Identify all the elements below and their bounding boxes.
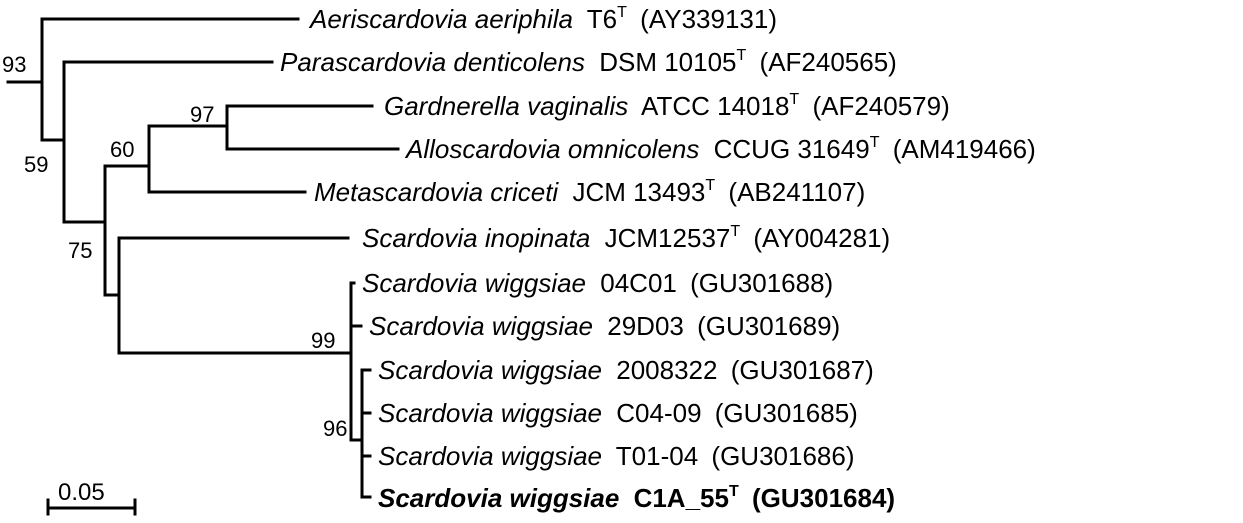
type-strain-mark: T <box>870 134 880 151</box>
taxon-label-sw-c1a55: Scardovia wiggsiae C1A_55T (GU301684) <box>378 472 895 513</box>
taxon-label-sw-t01-04: Scardovia wiggsiae T01-04 (GU301686) <box>378 441 854 471</box>
taxon-species: Scardovia wiggsiae <box>378 355 602 385</box>
taxon-label-gardnerella: Gardnerella vaginalis ATCC 14018T (AF240… <box>384 80 950 121</box>
taxon-label-scardovia-inopinata: Scardovia inopinata JCM12537T (AY004281) <box>362 212 890 253</box>
taxon-species: Scardovia inopinata <box>362 223 590 253</box>
bootstrap-60: 60 <box>110 137 134 162</box>
taxon-accession: (AM419466) <box>893 134 1036 164</box>
taxon-strain: CCUG 31649 <box>714 134 870 164</box>
taxon-species: Aeriscardovia aeriphila <box>308 4 573 34</box>
bootstrap-75: 75 <box>68 238 92 263</box>
taxon-strain: C04-09 <box>616 398 701 428</box>
taxon-species: Alloscardovia omnicolens <box>404 134 699 164</box>
type-strain-mark: T <box>617 4 627 21</box>
taxon-accession: (AB241107) <box>728 177 865 207</box>
taxon-accession: (GU301684) <box>752 483 895 513</box>
bootstrap-97: 97 <box>190 102 214 127</box>
tree-branches <box>6 17 400 499</box>
taxon-label-sw-c04-09: Scardovia wiggsiae C04-09 (GU301685) <box>378 398 858 428</box>
type-strain-mark: T <box>729 483 739 500</box>
taxon-label-parascardovia: Parascardovia denticolens DSM 10105T (AF… <box>280 36 897 77</box>
taxon-strain: DSM 10105 <box>599 47 736 77</box>
taxon-species: Parascardovia denticolens <box>280 47 585 77</box>
bootstrap-59: 59 <box>24 152 48 177</box>
taxon-species: Scardovia wiggsiae <box>378 483 619 513</box>
taxon-strain: T6 <box>587 4 617 34</box>
taxon-strain: ATCC 14018 <box>641 91 789 121</box>
taxon-species: Scardovia wiggsiae <box>362 268 586 298</box>
taxon-strain: C1A_55 <box>634 483 729 513</box>
taxon-strain: 2008322 <box>616 355 717 385</box>
taxon-accession: (AF240579) <box>812 91 949 121</box>
taxon-accession: (GU301686) <box>711 441 854 471</box>
taxon-strain: 29D03 <box>607 311 684 341</box>
taxon-label-sw-04c01: Scardovia wiggsiae 04C01 (GU301688) <box>362 268 833 298</box>
type-strain-mark: T <box>730 223 740 240</box>
taxon-strain: JCM 13493 <box>572 177 705 207</box>
taxon-species: Scardovia wiggsiae <box>378 398 602 428</box>
taxon-species: Scardovia wiggsiae <box>369 311 593 341</box>
taxon-accession: (GU301685) <box>715 398 858 428</box>
bootstrap-93: 93 <box>2 52 26 77</box>
taxon-accession: (GU301687) <box>731 355 874 385</box>
taxon-accession: (AF240565) <box>760 47 897 77</box>
taxon-accession: (GU301688) <box>690 268 833 298</box>
taxon-species: Scardovia wiggsiae <box>378 441 602 471</box>
bootstrap-96: 96 <box>323 416 347 441</box>
taxon-strain: 04C01 <box>600 268 677 298</box>
taxon-label-sw-29d03: Scardovia wiggsiae 29D03 (GU301689) <box>369 311 840 341</box>
scale-bar-label: 0.05 <box>58 479 105 506</box>
taxon-label-metascardovia: Metascardovia criceti JCM 13493T (AB2411… <box>314 166 865 207</box>
taxon-label-alloscardovia: Alloscardovia omnicolens CCUG 31649T (AM… <box>404 123 1036 164</box>
taxon-label-sw-2008322: Scardovia wiggsiae 2008322 (GU301687) <box>378 355 874 385</box>
taxon-labels: Aeriscardovia aeriphila T6T (AY339131) P… <box>280 0 1036 513</box>
type-strain-mark: T <box>737 47 747 64</box>
taxon-strain: JCM12537 <box>605 223 731 253</box>
taxon-accession: (AY004281) <box>753 223 890 253</box>
bootstrap-99: 99 <box>311 328 335 353</box>
taxon-accession: (AY339131) <box>640 4 777 34</box>
taxon-species: Gardnerella vaginalis <box>384 91 628 121</box>
scale-bar: 0.05 <box>46 479 137 516</box>
taxon-accession: (GU301689) <box>697 311 840 341</box>
type-strain-mark: T <box>789 91 799 108</box>
taxon-label-aeriscardovia: Aeriscardovia aeriphila T6T (AY339131) <box>308 0 777 34</box>
bootstrap-values: 93 59 97 60 75 99 96 <box>2 52 347 441</box>
taxon-species: Metascardovia criceti <box>314 177 559 207</box>
type-strain-mark: T <box>705 177 715 194</box>
taxon-strain: T01-04 <box>616 441 698 471</box>
